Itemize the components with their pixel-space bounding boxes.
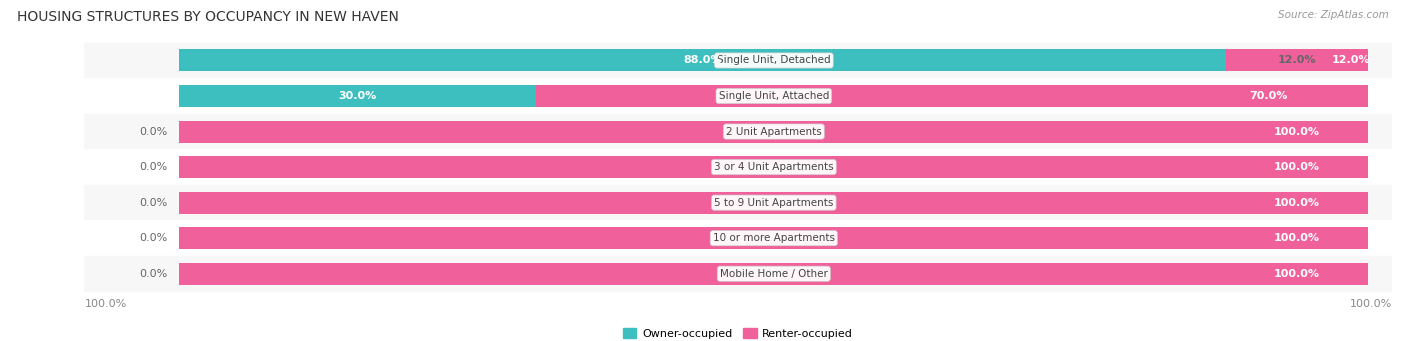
Bar	[180, 120, 1368, 143]
Bar	[84, 185, 1392, 220]
Text: 100.0%: 100.0%	[1274, 127, 1320, 136]
Text: 0.0%: 0.0%	[139, 233, 167, 243]
Bar	[180, 156, 1368, 178]
Bar	[180, 263, 1368, 285]
Text: Single Unit, Detached: Single Unit, Detached	[717, 56, 831, 65]
Bar	[84, 149, 1392, 185]
Text: 0.0%: 0.0%	[139, 162, 167, 172]
Bar	[180, 156, 1368, 178]
Bar	[180, 192, 1368, 214]
Text: 2 Unit Apartments: 2 Unit Apartments	[725, 127, 821, 136]
Text: 0.0%: 0.0%	[139, 269, 167, 279]
Text: 12.0%: 12.0%	[1331, 56, 1371, 65]
Bar	[180, 227, 1368, 249]
Text: 30.0%: 30.0%	[339, 91, 377, 101]
Text: 5 to 9 Unit Apartments: 5 to 9 Unit Apartments	[714, 198, 834, 208]
Text: 88.0%: 88.0%	[683, 56, 721, 65]
Bar	[180, 120, 1368, 143]
Bar	[180, 85, 536, 107]
Bar	[180, 49, 1226, 72]
Bar	[180, 263, 1368, 285]
Text: 12.0%: 12.0%	[1278, 56, 1316, 65]
Bar	[84, 43, 1392, 78]
Bar	[180, 85, 1368, 107]
Legend: Owner-occupied, Renter-occupied: Owner-occupied, Renter-occupied	[619, 324, 858, 341]
Text: 100.0%: 100.0%	[1350, 299, 1392, 309]
Bar	[180, 227, 1368, 249]
Text: 70.0%: 70.0%	[1249, 91, 1288, 101]
Bar	[536, 85, 1368, 107]
Bar	[180, 49, 1368, 72]
Bar	[1226, 49, 1368, 72]
Text: 0.0%: 0.0%	[139, 198, 167, 208]
Text: 100.0%: 100.0%	[1274, 162, 1320, 172]
Bar	[84, 220, 1392, 256]
Text: 3 or 4 Unit Apartments: 3 or 4 Unit Apartments	[714, 162, 834, 172]
Text: 10 or more Apartments: 10 or more Apartments	[713, 233, 835, 243]
Bar	[84, 114, 1392, 149]
Bar	[180, 192, 1368, 214]
Text: HOUSING STRUCTURES BY OCCUPANCY IN NEW HAVEN: HOUSING STRUCTURES BY OCCUPANCY IN NEW H…	[17, 10, 399, 24]
Bar	[84, 256, 1392, 292]
Text: 0.0%: 0.0%	[139, 127, 167, 136]
Text: Source: ZipAtlas.com: Source: ZipAtlas.com	[1278, 10, 1389, 20]
Text: 100.0%: 100.0%	[1274, 233, 1320, 243]
Text: 100.0%: 100.0%	[1274, 269, 1320, 279]
Text: Mobile Home / Other: Mobile Home / Other	[720, 269, 828, 279]
Text: Single Unit, Attached: Single Unit, Attached	[718, 91, 830, 101]
Bar	[84, 78, 1392, 114]
Text: 100.0%: 100.0%	[84, 299, 127, 309]
Text: 100.0%: 100.0%	[1274, 198, 1320, 208]
